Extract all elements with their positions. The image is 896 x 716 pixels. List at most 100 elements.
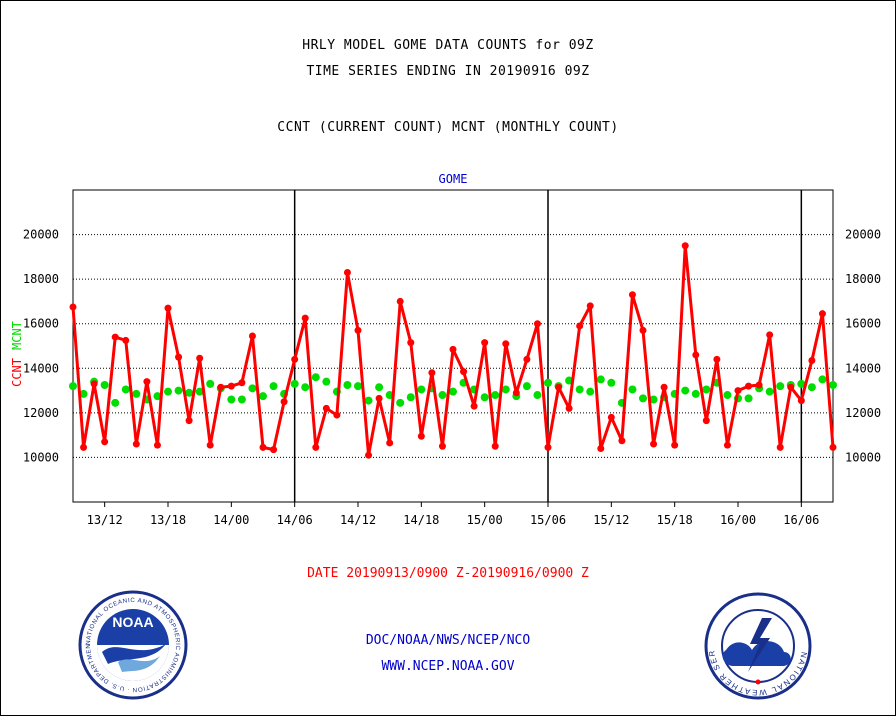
- x-tick-label: 16/00: [720, 513, 756, 527]
- data-point-mcnt: [375, 383, 384, 392]
- y-tick-label-left: 10000: [23, 450, 59, 464]
- data-point-mcnt: [322, 377, 331, 386]
- data-point-mcnt: [301, 383, 310, 392]
- data-point-ccnt: [185, 417, 193, 425]
- data-point-ccnt: [449, 345, 457, 353]
- time-series-chart: 10000 10000 12000 12000 14000 14000 16000 16000…: [10, 172, 881, 527]
- plot-area-border: [72, 189, 834, 503]
- data-point-ccnt: [766, 331, 774, 339]
- data-point-ccnt: [723, 441, 731, 449]
- data-point-mcnt: [79, 389, 88, 398]
- data-point-ccnt: [291, 355, 299, 363]
- data-point-ccnt: [502, 340, 510, 348]
- data-point-mcnt: [797, 379, 806, 388]
- data-point-mcnt: [311, 373, 320, 382]
- data-point-ccnt: [438, 442, 446, 450]
- data-point-ccnt: [428, 369, 436, 377]
- data-point-mcnt: [744, 394, 753, 403]
- x-tick-label: 15/12: [593, 513, 629, 527]
- x-tick-label: 13/12: [87, 513, 123, 527]
- data-point-ccnt: [280, 398, 288, 406]
- x-tick-label: 14/00: [213, 513, 249, 527]
- data-point-ccnt: [544, 443, 552, 451]
- data-point-ccnt: [671, 441, 679, 449]
- data-point-mcnt: [544, 378, 552, 387]
- data-point-mcnt: [237, 395, 246, 404]
- data-point-ccnt: [164, 304, 172, 312]
- date-range-label: DATE 20190913/0900 Z-20190916/0900 Z: [307, 566, 589, 581]
- data-point-ccnt: [312, 443, 320, 451]
- data-point-ccnt: [354, 326, 362, 334]
- data-point-ccnt: [259, 443, 267, 451]
- data-point-ccnt: [533, 320, 541, 328]
- x-tick-label: 15/00: [467, 513, 503, 527]
- data-point-mcnt: [343, 381, 352, 389]
- y-tick-label-left: 12000: [23, 406, 59, 420]
- y-tick-label-right: 14000: [845, 361, 881, 375]
- data-point-ccnt: [143, 378, 151, 386]
- data-point-ccnt: [776, 443, 784, 451]
- data-point-ccnt: [386, 439, 394, 447]
- x-tick-label: 14/12: [340, 513, 376, 527]
- data-point-ccnt: [597, 445, 605, 453]
- data-point-ccnt: [175, 353, 183, 361]
- credit-url-link[interactable]: WWW.NCEP.NOAA.GOV: [381, 659, 515, 674]
- data-point-ccnt: [628, 291, 636, 299]
- data-point-ccnt: [618, 437, 626, 445]
- data-point-mcnt: [533, 391, 542, 400]
- y-tick-label-left: 20000: [23, 228, 59, 242]
- data-point-ccnt: [90, 380, 98, 388]
- data-point-mcnt: [164, 387, 172, 396]
- data-point-ccnt: [101, 438, 109, 446]
- data-point-ccnt: [248, 332, 256, 340]
- data-point-ccnt: [396, 297, 404, 305]
- data-point-ccnt: [417, 432, 425, 440]
- data-point-mcnt: [607, 378, 616, 387]
- data-point-ccnt: [734, 387, 742, 395]
- data-point-ccnt: [270, 446, 278, 454]
- data-point-ccnt: [639, 326, 647, 334]
- x-tick-label: 16/06: [783, 513, 819, 527]
- data-point-ccnt: [153, 441, 161, 449]
- data-point-mcnt: [702, 385, 711, 394]
- data-point-ccnt: [301, 314, 309, 322]
- data-point-mcnt: [153, 392, 162, 401]
- data-point-ccnt: [797, 397, 805, 405]
- data-point-mcnt: [522, 382, 531, 391]
- x-tick-label: 14/18: [403, 513, 439, 527]
- data-point-mcnt: [396, 398, 405, 407]
- data-point-mcnt: [723, 391, 732, 400]
- x-tick-label: 14/06: [277, 513, 313, 527]
- nws-logo-icon: NATIONAL WEATHER SERVICE: [704, 592, 812, 700]
- y-tick-label-right: 10000: [845, 450, 881, 464]
- data-point-mcnt: [480, 393, 489, 402]
- data-point-mcnt: [765, 387, 774, 396]
- data-point-mcnt: [776, 382, 785, 391]
- data-point-ccnt: [713, 355, 721, 363]
- data-point-mcnt: [364, 396, 373, 405]
- data-point-mcnt: [69, 382, 77, 391]
- data-point-ccnt: [555, 383, 563, 391]
- data-point-ccnt: [80, 443, 88, 451]
- data-point-ccnt: [692, 351, 700, 359]
- data-point-mcnt: [491, 391, 500, 400]
- data-point-ccnt: [227, 382, 235, 390]
- data-point-ccnt: [206, 441, 214, 449]
- data-point-ccnt: [343, 268, 351, 276]
- data-point-mcnt: [111, 398, 120, 407]
- data-point-ccnt: [470, 402, 478, 410]
- data-point-ccnt: [460, 368, 468, 376]
- data-point-mcnt: [100, 381, 109, 389]
- data-point-ccnt: [407, 339, 415, 347]
- data-point-mcnt: [586, 387, 595, 396]
- data-point-mcnt: [174, 386, 183, 395]
- data-point-mcnt: [185, 388, 194, 397]
- data-point-mcnt: [449, 387, 457, 396]
- data-point-ccnt: [196, 354, 204, 362]
- data-point-mcnt: [818, 375, 827, 384]
- data-point-ccnt: [787, 383, 795, 391]
- data-point-mcnt: [681, 386, 690, 395]
- y-tick-label-left: 14000: [23, 361, 59, 375]
- data-point-mcnt: [248, 384, 257, 393]
- data-point-mcnt: [290, 379, 299, 388]
